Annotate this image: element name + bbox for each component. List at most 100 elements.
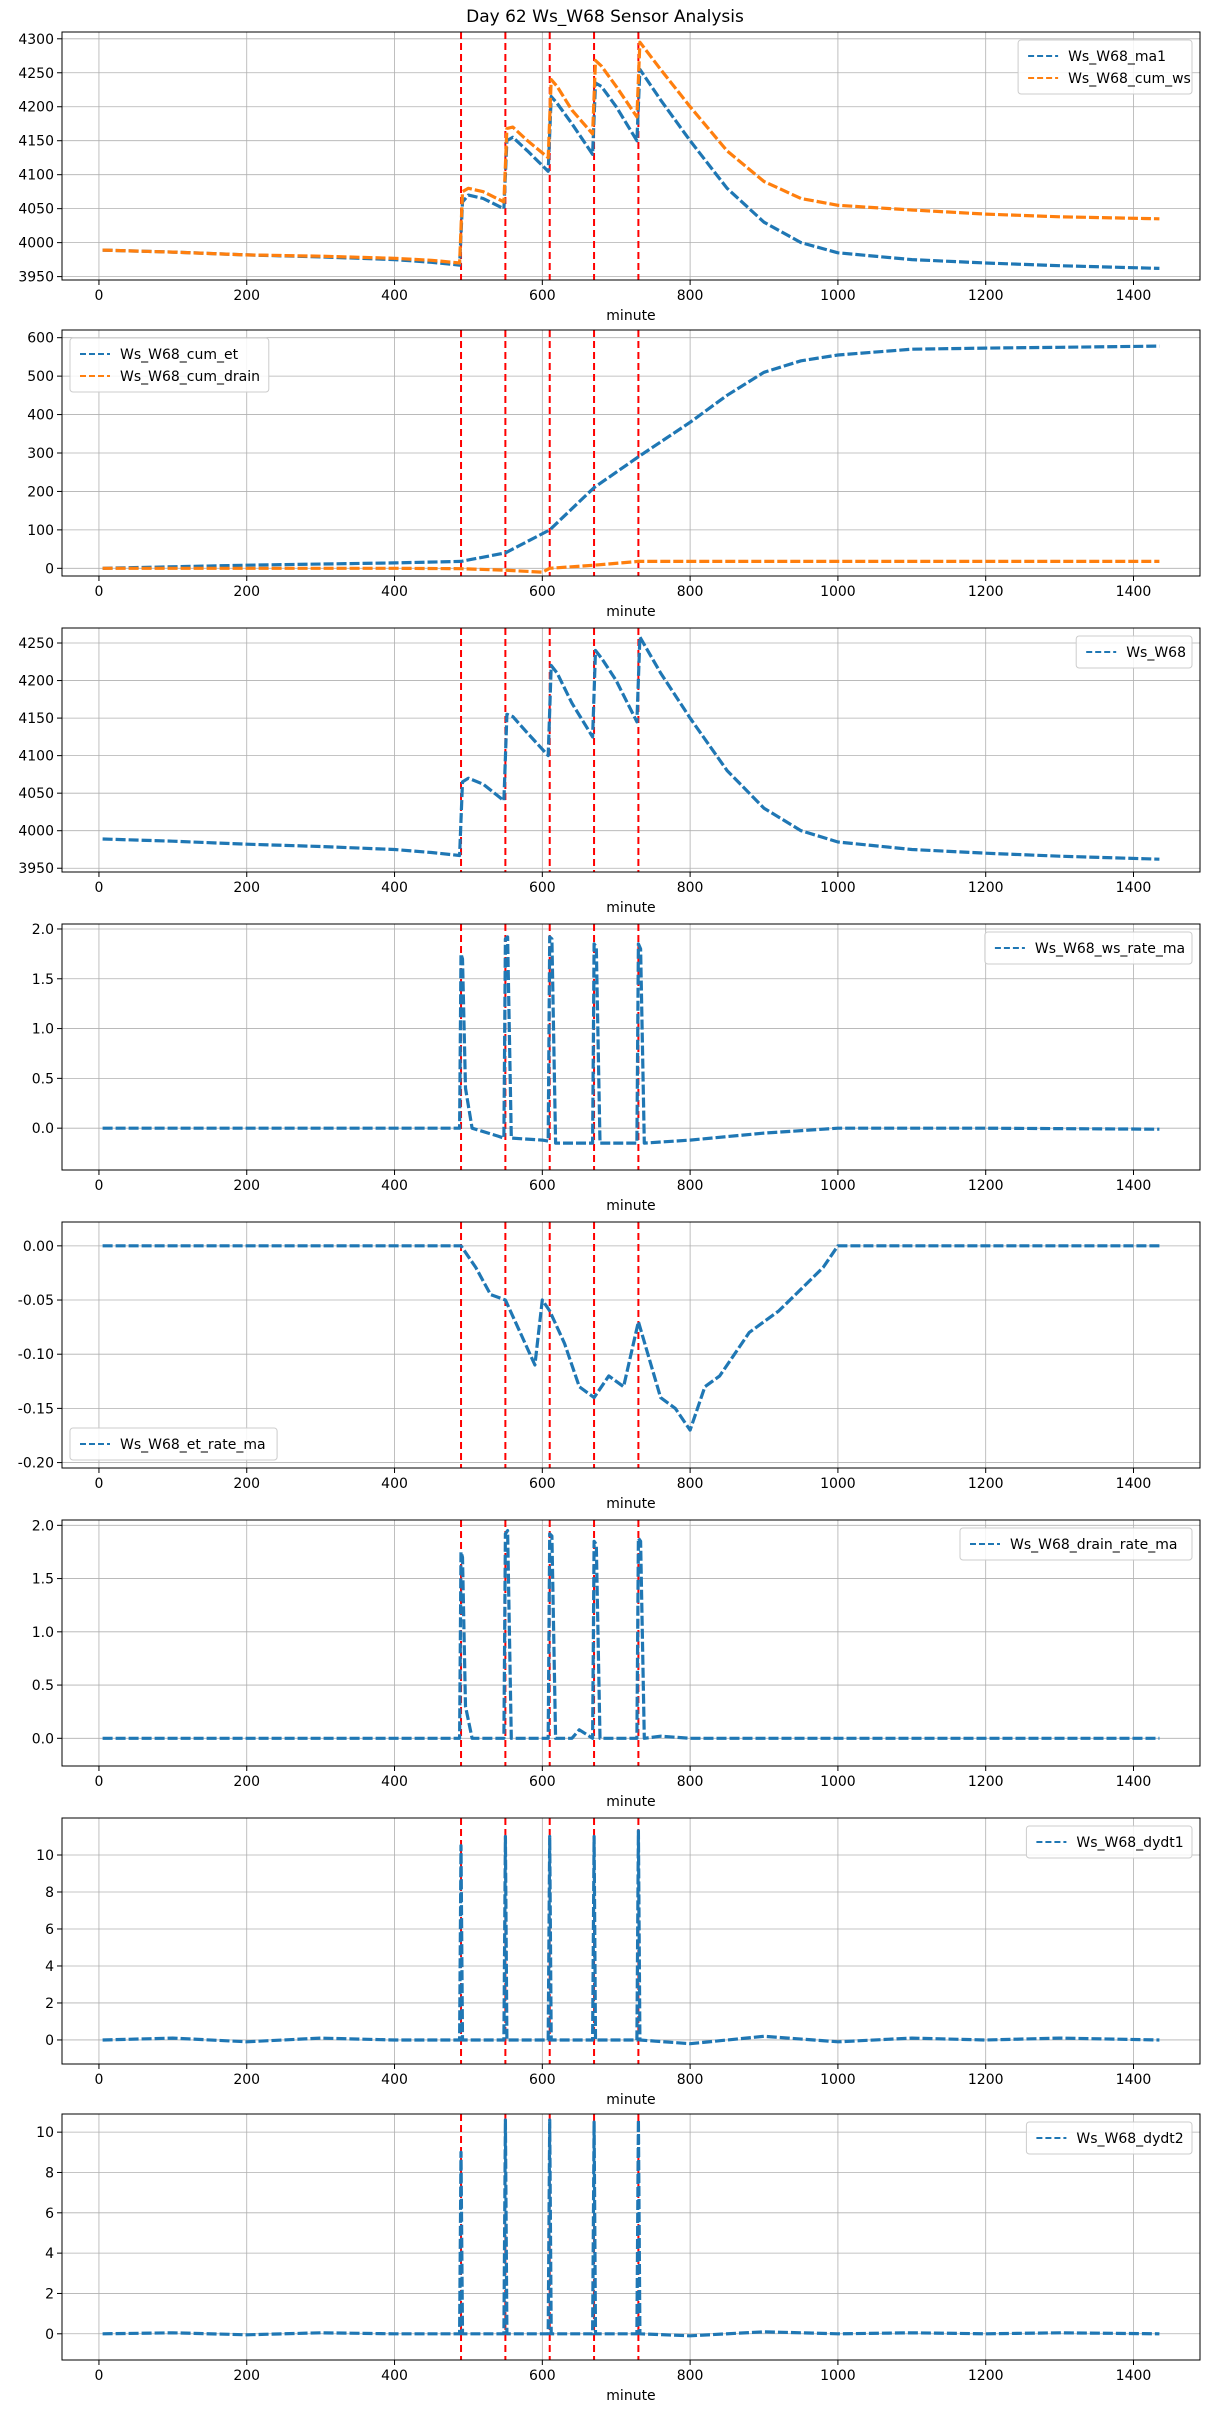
y-tick-label: 0.0 [32,1121,54,1137]
y-tick-label: 4200 [18,674,54,690]
subplot-7: 0 200 400 600 800 1000 1200 1400 0 2 4 6 8 10 minute Ws… [36,1817,1201,2108]
x-tick-label: 200 [233,2368,260,2384]
y-tick-label: -0.05 [18,1293,54,1309]
y-tick-label: 0.5 [32,1071,54,1087]
x-tick-label: 1200 [968,1476,1004,1492]
legend-label: Ws_W68 [1126,645,1186,661]
axes-frame [61,1221,1201,1469]
y-tick-label: 300 [27,446,54,462]
x-tick-label: 400 [381,1774,408,1790]
x-tick-label: 600 [529,1178,556,1194]
x-tick-label: 1000 [820,1774,856,1790]
x-tick-label: 200 [233,880,260,896]
x-tick-label: 200 [233,1476,260,1492]
x-axis-label: minute [606,2092,655,2108]
y-tick-label: 4250 [18,636,54,652]
subplot-5: 0 200 400 600 800 1000 1200 1400 0.00 -0.05 -0.10 -… [18,1221,1201,1512]
y-tick-label: -0.15 [18,1401,54,1417]
y-tick-label: 400 [27,408,54,424]
subplot-2: 0 200 400 600 800 1000 1200 1400 0 100 200 300 400 50… [27,329,1201,620]
x-tick-label: 1400 [1116,880,1152,896]
series-line-Ws_W68_ma1 [102,67,1160,270]
x-tick-label: 600 [529,584,556,600]
legend-box [1017,39,1193,95]
legend-box [1075,635,1193,669]
series-line-Ws_W68_dydt2 [102,2118,1160,2338]
series-line-Ws_W68_drain_rate_ma [102,1528,1160,1740]
x-tick-label: 1000 [820,880,856,896]
series-line-Ws_W68_cum_drain [102,559,1160,574]
legend-label: Ws_W68_cum_ws [1068,71,1191,87]
x-tick-label: 600 [529,2072,556,2088]
y-tick-label: 10 [36,2125,54,2141]
legend-box [1025,1825,1193,1859]
axes-frame [61,1519,1201,1767]
x-tick-label: 1400 [1116,1476,1152,1492]
legend: Ws_W68_drain_rate_ma [959,1527,1193,1561]
subplot-3: 0 200 400 600 800 1000 1200 1400 3950 4000 4050 410… [18,627,1201,916]
y-tick-label: 0.00 [23,1239,54,1255]
y-tick-label: 4150 [18,711,54,727]
x-tick-label: 200 [233,288,260,304]
y-tick-label: 4300 [18,32,54,48]
axes-frame [61,2113,1201,2361]
x-tick-label: 800 [677,1178,704,1194]
x-tick-label: 1400 [1116,288,1152,304]
y-tick-label: 2.0 [32,922,54,938]
legend-label: Ws_W68_dydt1 [1076,1835,1183,1851]
legend-label: Ws_W68_ma1 [1068,49,1166,65]
x-tick-label: 800 [677,1774,704,1790]
legend: Ws_W68 [1075,635,1193,669]
subplot-8: 0 200 400 600 800 1000 1200 1400 0 2 4 6 8 10 minute Ws… [36,2113,1201,2404]
x-tick-label: 600 [529,1774,556,1790]
x-tick-label: 1000 [820,1178,856,1194]
legend: Ws_W68_ma1 Ws_W68_cum_ws [1017,39,1193,95]
y-tick-label: -0.20 [18,1456,54,1472]
x-tick-label: 1400 [1116,1178,1152,1194]
y-tick-label: 6 [45,1922,54,1938]
y-tick-label: 3950 [18,270,54,286]
x-tick-label: 400 [381,288,408,304]
axes-frame [61,1817,1201,2065]
x-tick-label: 0 [94,288,103,304]
legend: Ws_W68_cum_et Ws_W68_cum_drain [69,337,270,393]
legend-box [69,337,270,393]
legend: Ws_W68_et_rate_ma [69,1427,278,1461]
x-tick-label: 1200 [968,2072,1004,2088]
x-tick-label: 600 [529,880,556,896]
x-axis-label: minute [606,2388,655,2404]
series-line-Ws_W68_dydt1 [102,1829,1160,2046]
x-tick-label: 1200 [968,288,1004,304]
x-tick-label: 1200 [968,2368,1004,2384]
y-tick-label: 3950 [18,861,54,877]
x-tick-label: 0 [94,584,103,600]
legend: Ws_W68_dydt1 [1025,1825,1193,1859]
subplot-6: 0 200 400 600 800 1000 1200 1400 0.0 0.5 1.0 1.5 2.0… [32,1518,1201,1810]
y-tick-label: 4100 [18,168,54,184]
x-tick-label: 1400 [1116,1774,1152,1790]
legend-box [959,1527,1193,1561]
x-tick-label: 400 [381,584,408,600]
legend-label: Ws_W68_dydt2 [1076,2131,1183,2147]
x-tick-label: 400 [381,2072,408,2088]
y-tick-label: 100 [27,523,54,539]
x-tick-label: 200 [233,1178,260,1194]
series-line-Ws_W68_ws_rate_ma [102,935,1160,1145]
x-tick-label: 800 [677,2368,704,2384]
x-tick-label: 1200 [968,880,1004,896]
x-tick-label: 1000 [820,584,856,600]
x-tick-label: 800 [677,1476,704,1492]
y-tick-label: 2 [45,1996,54,2012]
x-axis-label: minute [606,900,655,916]
x-tick-label: 1200 [968,1178,1004,1194]
y-tick-label: 0 [45,2033,54,2049]
legend-label: Ws_W68_cum_et [120,347,239,363]
x-tick-label: 0 [94,880,103,896]
y-tick-label: 1.0 [32,1625,54,1641]
legend-box [69,1427,278,1461]
x-tick-label: 1400 [1116,584,1152,600]
x-tick-label: 200 [233,584,260,600]
x-tick-label: 600 [529,1476,556,1492]
y-tick-label: 10 [36,1848,54,1864]
